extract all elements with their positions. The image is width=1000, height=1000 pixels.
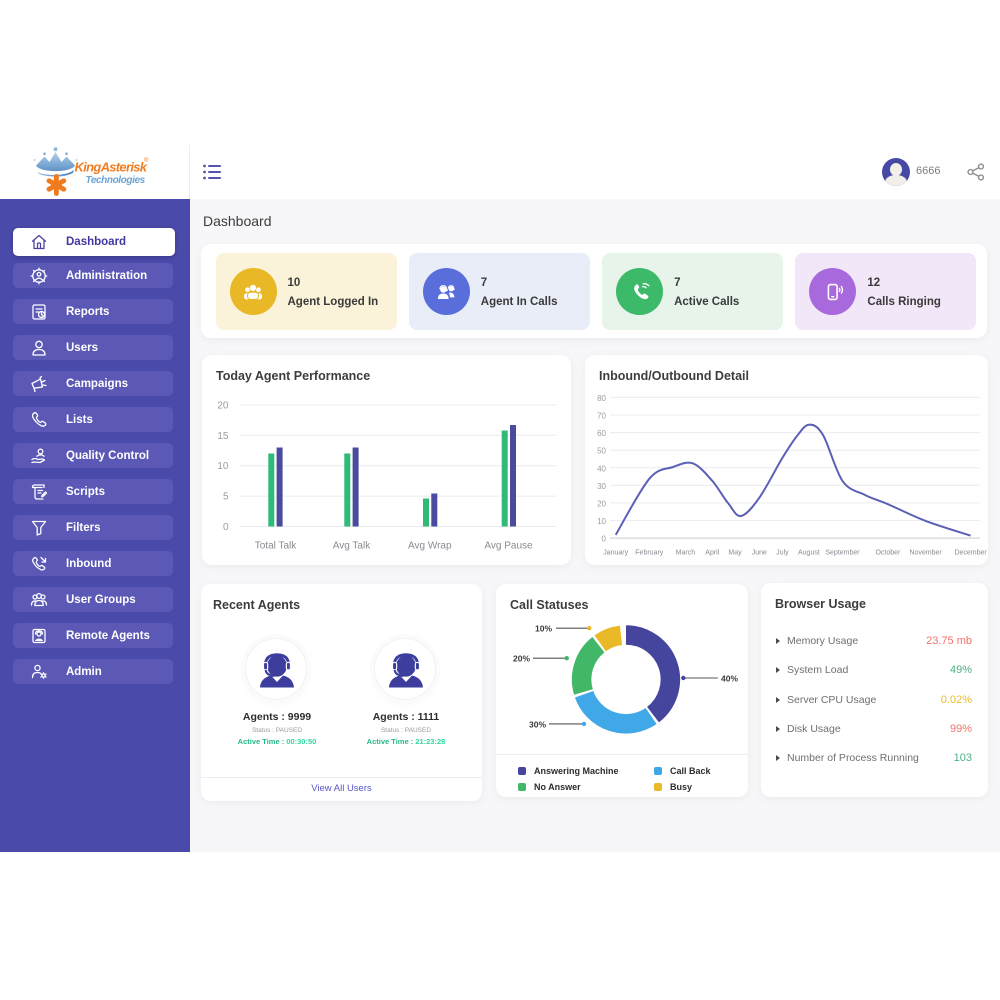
- svg-text:10%: 10%: [535, 624, 552, 634]
- svg-text:August: August: [798, 550, 820, 557]
- svg-text:40%: 40%: [721, 674, 738, 684]
- svg-text:June: June: [752, 550, 767, 557]
- svg-text:80: 80: [597, 394, 606, 403]
- svg-text:0: 0: [223, 522, 229, 533]
- svg-text:10: 10: [217, 461, 229, 472]
- svg-text:December: December: [954, 550, 987, 557]
- svg-text:November: November: [909, 550, 942, 557]
- svg-text:February: February: [635, 550, 664, 557]
- svg-text:®: ®: [144, 157, 149, 164]
- svg-text:30: 30: [597, 482, 606, 491]
- svg-text:30%: 30%: [529, 719, 546, 729]
- svg-text:July: July: [776, 550, 789, 557]
- svg-text:September: September: [825, 550, 860, 557]
- svg-text:0: 0: [602, 535, 607, 544]
- svg-text:Avg Pause: Avg Pause: [484, 541, 533, 552]
- svg-text:March: March: [676, 550, 696, 557]
- svg-text:Technologies: Technologies: [86, 175, 146, 186]
- svg-text:January: January: [603, 550, 628, 557]
- svg-text:October: October: [875, 550, 901, 557]
- svg-text:20%: 20%: [513, 654, 530, 664]
- svg-text:Avg Talk: Avg Talk: [333, 541, 371, 552]
- svg-text:May: May: [728, 550, 742, 557]
- svg-text:5: 5: [223, 492, 229, 503]
- svg-text:70: 70: [597, 412, 606, 421]
- svg-text:Total Talk: Total Talk: [255, 541, 298, 552]
- svg-text:April: April: [705, 550, 719, 557]
- svg-text:50: 50: [597, 447, 606, 456]
- svg-text:10: 10: [597, 517, 606, 526]
- svg-text:60: 60: [597, 429, 606, 438]
- svg-text:KingAsterisk: KingAsterisk: [75, 160, 148, 175]
- svg-text:15: 15: [217, 431, 229, 442]
- svg-text:20: 20: [217, 400, 229, 411]
- svg-text:20: 20: [597, 499, 606, 508]
- svg-text:40: 40: [597, 464, 606, 473]
- svg-text:Avg Wrap: Avg Wrap: [408, 541, 452, 552]
